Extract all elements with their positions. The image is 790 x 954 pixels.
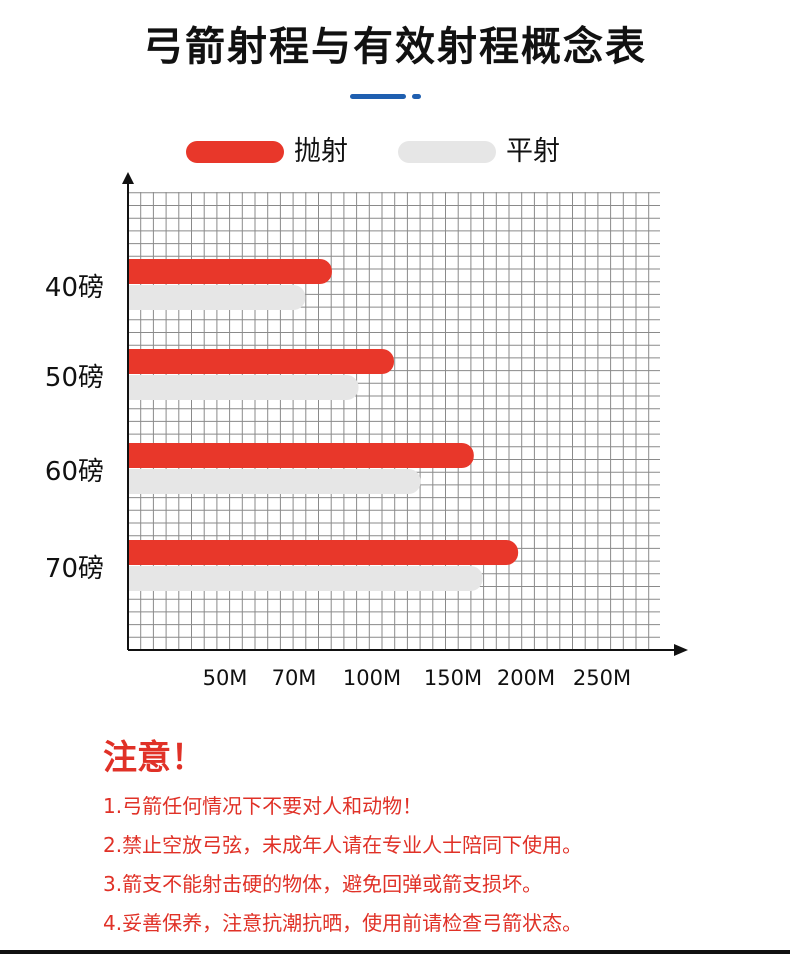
y-tick-label: 70磅 [45, 554, 104, 584]
page-title: 弓箭射程与有效射程概念表 [143, 24, 647, 70]
title-underline [350, 94, 406, 99]
bar-flat-2 [128, 375, 359, 400]
bar-flat-3 [128, 469, 421, 494]
x-tick-label: 50M [203, 666, 248, 690]
bar-flat-4 [128, 566, 483, 591]
x-tick-label: 70M [272, 666, 317, 690]
bar-base-flat-2 [128, 375, 142, 400]
y-tick-label: 40磅 [45, 273, 104, 303]
bar-flat-1 [128, 285, 306, 310]
bar-base-lob-2 [128, 349, 142, 374]
bar-base-lob-3 [128, 443, 142, 468]
bar-base-lob-4 [128, 540, 142, 565]
chart-axes [122, 172, 688, 656]
y-axis-arrow [122, 172, 134, 184]
bar-base-flat-4 [128, 566, 142, 591]
x-tick-label: 100M [343, 666, 401, 690]
notice-item-1: 1.弓箭任何情况下不要对人和动物！ [103, 794, 423, 818]
range-bar-chart: 40磅 50磅 60磅 70磅 50M 70M 100M 150M 200M 250M [45, 172, 688, 690]
y-tick-label: 50磅 [45, 363, 104, 393]
chart-labels: 40磅 50磅 60磅 70磅 50M 70M 100M 150M 200M 250M [45, 273, 631, 690]
legend-swatch-lob [186, 141, 284, 163]
bar-base-flat-1 [128, 285, 142, 310]
x-tick-label: 200M [497, 666, 555, 690]
y-tick-label: 60磅 [45, 457, 104, 487]
legend-label-lob: 抛射 [294, 136, 348, 167]
x-tick-label: 150M [424, 666, 482, 690]
bottom-rule [0, 950, 790, 954]
notice-item-2: 2.禁止空放弓弦，未成年人请在专业人士陪同下使用。 [103, 833, 583, 857]
chart-bars [128, 259, 519, 591]
x-tick-label: 250M [573, 666, 631, 690]
notice-title: 注意！ [103, 738, 205, 778]
bar-lob-3 [128, 443, 474, 468]
legend-swatch-flat [398, 141, 496, 163]
title-underline-dot [412, 94, 421, 99]
bar-lob-1 [128, 259, 332, 284]
x-axis-arrow [674, 644, 688, 656]
notice-item-3: 3.箭支不能射击硬的物体，避免回弹或箭支损坏。 [103, 872, 543, 896]
bar-base-lob-1 [128, 259, 142, 284]
bar-base-flat-3 [128, 469, 142, 494]
bar-lob-2 [128, 349, 394, 374]
notice-item-4: 4.妥善保养，注意抗潮抗晒，使用前请检查弓箭状态。 [103, 911, 583, 935]
legend-label-flat: 平射 [506, 136, 560, 167]
bar-lob-4 [128, 540, 519, 565]
